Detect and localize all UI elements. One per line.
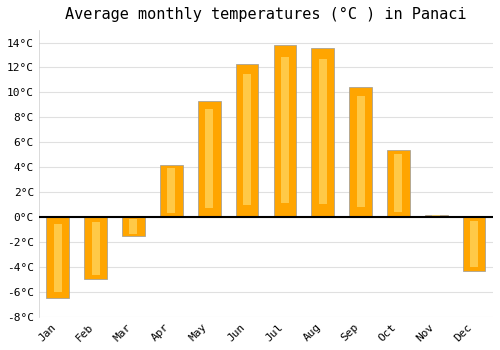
Title: Average monthly temperatures (°C ) in Panaci: Average monthly temperatures (°C ) in Pa… — [65, 7, 466, 22]
Bar — [236, 64, 258, 217]
Bar — [470, 221, 478, 267]
Bar — [281, 57, 289, 203]
Bar — [46, 217, 69, 298]
Bar — [54, 224, 62, 293]
Bar — [122, 217, 145, 236]
Bar — [425, 215, 448, 217]
Bar — [168, 168, 175, 213]
Bar — [432, 215, 440, 217]
Bar — [312, 48, 334, 217]
Bar — [243, 75, 251, 205]
Bar — [130, 218, 138, 235]
Bar — [463, 217, 485, 271]
Bar — [274, 45, 296, 217]
Bar — [198, 101, 220, 217]
Bar — [205, 109, 213, 208]
Bar — [394, 154, 402, 212]
Bar — [387, 150, 410, 217]
Bar — [318, 60, 326, 203]
Bar — [160, 165, 182, 217]
Bar — [84, 217, 107, 279]
Bar — [92, 222, 100, 275]
Bar — [349, 88, 372, 217]
Bar — [356, 97, 364, 207]
